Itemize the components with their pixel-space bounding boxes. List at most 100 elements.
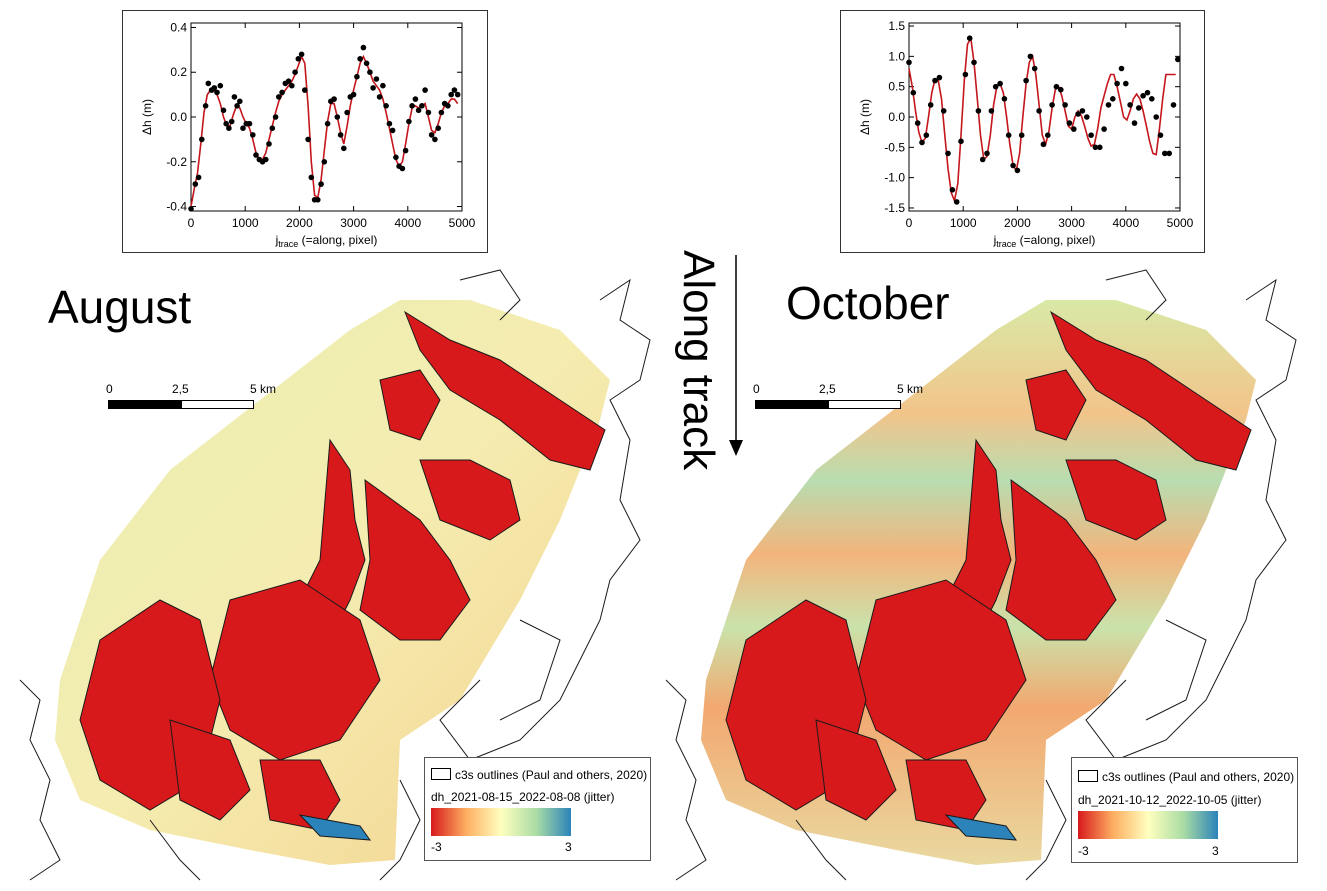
data-point [1170, 102, 1177, 108]
data-point [237, 98, 243, 105]
data-point [425, 109, 432, 116]
y-tick-label: -1.5 [884, 201, 905, 215]
data-point [363, 60, 370, 67]
data-point [302, 87, 308, 93]
october-tongue-blue [944, 814, 1018, 841]
legend-color-ramp [1078, 811, 1218, 839]
data-point [1114, 80, 1120, 87]
data-point [945, 150, 951, 157]
data-point [231, 94, 238, 100]
data-point [910, 89, 917, 96]
data-point [234, 103, 240, 109]
legend-max: 3 [1212, 844, 1219, 858]
data-point [1023, 77, 1029, 84]
legend-min: -3 [1078, 844, 1089, 858]
data-point [380, 82, 386, 89]
august-c3s-outlines [19, 269, 651, 881]
data-point [318, 181, 324, 187]
october-profile-chart: 0 1000 2000 3000 4000 5000 -1.5 -1.0 -0.5 0.0 0.5 1… [840, 10, 1205, 253]
x-tick-label: 4000 [394, 216, 421, 230]
data-point [988, 108, 995, 114]
data-point [214, 89, 220, 96]
y-tick-label: -0.2 [166, 155, 187, 169]
x-tick-label: 3000 [1058, 216, 1085, 230]
august-profile-svg: 0 1000 2000 3000 4000 5000 -0.4 -0.2 0.0 0.2 0.4 jt… [140, 20, 476, 249]
october-glacier-red [725, 310, 1252, 831]
data-point [289, 82, 295, 89]
data-point [1175, 56, 1181, 63]
data-point [393, 154, 399, 161]
data-point [1014, 167, 1021, 174]
data-point [1118, 65, 1125, 72]
data-point [292, 69, 298, 75]
data-point [383, 103, 389, 109]
october-profile-svg: 0 1000 2000 3000 4000 5000 -1.5 -1.0 -0.5 0.0 0.5 1… [858, 19, 1194, 249]
data-point [997, 80, 1003, 87]
data-point [1162, 150, 1168, 157]
data-point [438, 109, 445, 116]
data-point [315, 197, 321, 203]
data-point [331, 96, 337, 102]
data-point [1153, 114, 1159, 120]
data-point [971, 59, 977, 66]
y-tick-label: 0.4 [170, 20, 187, 34]
data-point [422, 87, 428, 93]
y-axis-label: Δh (m) [858, 99, 872, 135]
data-point [1053, 83, 1060, 90]
outline-swatch [431, 768, 451, 780]
data-point [226, 125, 232, 131]
data-point [906, 59, 912, 66]
x-tick-label: 5000 [1167, 216, 1194, 230]
x-tick-label: 1000 [232, 216, 259, 230]
data-point [341, 145, 347, 152]
scalebar-white [828, 400, 901, 409]
legend-outline-label: c3s outlines (Paul and others, 2020) [1102, 770, 1295, 784]
x-tick-label: 2000 [1004, 216, 1031, 230]
scalebar-label-mid: 2,5 [819, 382, 836, 396]
october-scalebar: 0 2,5 5 km [753, 382, 923, 422]
y-tick-label: 0.5 [888, 80, 905, 94]
y-tick-label: 1.0 [888, 49, 905, 63]
data-point [1144, 89, 1151, 96]
data-point [1166, 150, 1172, 157]
data-point [949, 187, 956, 193]
data-point [250, 132, 256, 138]
data-point [1123, 80, 1129, 87]
x-tick-label: 1000 [950, 216, 977, 230]
data-point [1040, 141, 1047, 148]
scalebar-white [181, 400, 254, 409]
y-tick-label: 0.0 [888, 110, 905, 124]
data-point [1097, 144, 1103, 151]
x-tick-label: 0 [906, 216, 913, 230]
data-point [324, 120, 331, 127]
data-point [1062, 102, 1068, 108]
data-point [1075, 111, 1081, 117]
data-point [1110, 96, 1116, 102]
data-point [217, 82, 224, 89]
data-point [1101, 126, 1107, 132]
data-point [402, 147, 409, 154]
data-point [199, 136, 205, 143]
august-label: August [48, 281, 192, 333]
data-point [1157, 132, 1164, 138]
data-point [445, 103, 451, 109]
x-tick-label: 5000 [449, 216, 476, 230]
data-point [1105, 102, 1112, 108]
data-point [406, 118, 412, 125]
data-point [298, 51, 305, 58]
legend-layer-label: dh_2021-08-15_2022-08-08 (jitter) [431, 790, 615, 804]
x-axis-label: jtrace (=along, pixel) [993, 233, 1096, 249]
august-legend: c3s outlines (Paul and others, 2020) dh_… [424, 757, 651, 861]
data-point [923, 132, 930, 138]
data-point [334, 114, 341, 120]
october-legend: c3s outlines (Paul and others, 2020) dh_… [1071, 757, 1298, 863]
data-point [448, 91, 455, 98]
data-point [1045, 132, 1051, 138]
x-tick-label: 3000 [340, 216, 367, 230]
scalebar-label-0: 0 [106, 382, 113, 396]
along-track-text: Along track [674, 250, 723, 471]
data-point [932, 77, 938, 84]
data-point [367, 69, 373, 75]
august-tongue-blue [298, 814, 372, 841]
